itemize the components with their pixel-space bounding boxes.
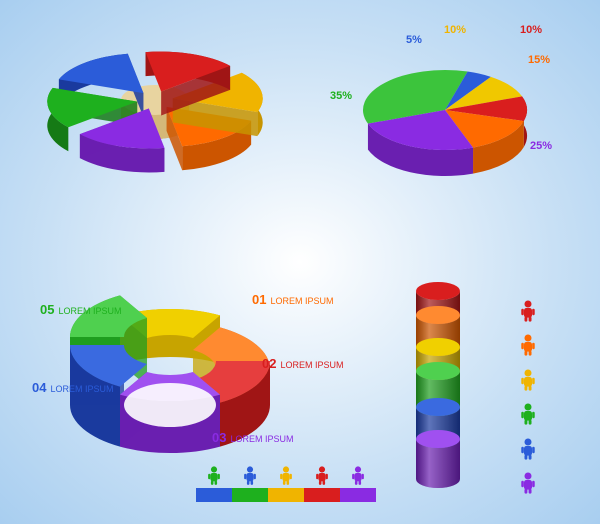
person-icon: [520, 300, 536, 322]
person-icon: [520, 334, 536, 356]
legend-item: [232, 466, 268, 502]
cylinder-chart: [414, 280, 462, 495]
ring-segment-label: 02 LOREM IPSUM: [262, 356, 343, 371]
legend-horizontal: [196, 466, 376, 502]
pie-slice-label: 15%: [528, 54, 550, 66]
person-icon: [243, 466, 257, 486]
legend-bar: [232, 488, 268, 502]
pie-slice-label: 25%: [530, 140, 552, 152]
legend-item: [196, 466, 232, 502]
ring-label-text: LOREM IPSUM: [50, 384, 113, 394]
ring-label-num: 05: [40, 302, 54, 317]
ring-segment-label: 05 LOREM IPSUM: [40, 302, 121, 317]
ring-label-text: LOREM IPSUM: [280, 360, 343, 370]
ring-label-text: LOREM IPSUM: [270, 296, 333, 306]
legend-item: [340, 466, 376, 502]
pie-slice-label: 10%: [520, 24, 542, 36]
person-icon: [315, 466, 329, 486]
legend-bar: [340, 488, 376, 502]
person-icon: [520, 369, 536, 391]
ring-segment-label: 04 LOREM IPSUM: [32, 380, 113, 395]
person-icon: [279, 466, 293, 486]
ring-label-num: 04: [32, 380, 46, 395]
ring-label-num: 03: [212, 430, 226, 445]
legend-bar: [268, 488, 304, 502]
ring-label-text: LOREM IPSUM: [230, 434, 293, 444]
legend-item: [268, 466, 304, 502]
ring-label-num: 02: [262, 356, 276, 371]
ring-label-text: LOREM IPSUM: [58, 306, 121, 316]
legend-bar: [196, 488, 232, 502]
pie-slice-label: 5%: [406, 34, 422, 46]
person-icon: [207, 466, 221, 486]
ring-label-num: 01: [252, 292, 266, 307]
person-icon: [520, 472, 536, 494]
ring-segment-label: 03 LOREM IPSUM: [212, 430, 293, 445]
pie-slice-label: 10%: [444, 24, 466, 36]
ring-segment-label: 01 LOREM IPSUM: [252, 292, 333, 307]
person-icon: [520, 403, 536, 425]
legend-item: [304, 466, 340, 502]
pie-slice-label: 35%: [330, 90, 352, 102]
legend-bar: [304, 488, 340, 502]
person-icon: [520, 438, 536, 460]
person-icon: [351, 466, 365, 486]
fan-chart: [40, 30, 270, 195]
legend-vertical: [520, 300, 536, 494]
